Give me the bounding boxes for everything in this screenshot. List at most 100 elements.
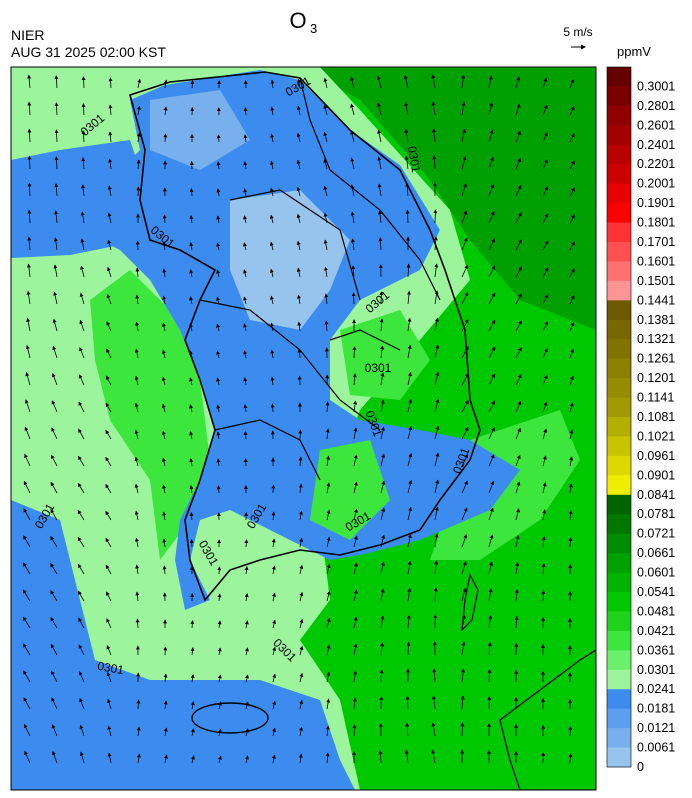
wind-arrow bbox=[380, 507, 386, 521]
colorbar-label: 0.0781 bbox=[637, 507, 675, 521]
wind-arrow bbox=[299, 537, 304, 548]
wind-arrow bbox=[189, 458, 194, 467]
wind-arrow bbox=[54, 210, 59, 224]
wind-arrow bbox=[23, 508, 31, 521]
wind-arrow bbox=[299, 645, 304, 656]
wind-arrow bbox=[189, 512, 194, 521]
colorbar-swatch bbox=[607, 125, 631, 146]
wind-arrow bbox=[461, 318, 469, 332]
wind-arrow bbox=[80, 211, 85, 224]
wind-arrow bbox=[22, 589, 31, 602]
wind-arrow bbox=[269, 268, 274, 278]
wind-arrow bbox=[461, 614, 466, 629]
wind-arrow bbox=[404, 749, 409, 764]
wind-arrow bbox=[406, 614, 411, 629]
wind-arrow bbox=[190, 79, 195, 89]
wind-arrow bbox=[350, 184, 355, 197]
wind-arrow bbox=[407, 587, 412, 602]
colorbar-unit: ppmV bbox=[617, 44, 651, 59]
wind-arrow bbox=[350, 103, 355, 116]
wind-arrow bbox=[407, 398, 413, 413]
colorbar-swatch bbox=[607, 514, 631, 535]
wind-arrow bbox=[407, 533, 412, 548]
wind-arrow bbox=[218, 755, 222, 764]
wind-arrow bbox=[135, 564, 140, 575]
wind-arrow bbox=[27, 155, 32, 170]
wind-arrow bbox=[53, 264, 58, 278]
wind-arrow bbox=[488, 75, 493, 89]
wind-arrow bbox=[488, 480, 495, 494]
wind-arrow bbox=[569, 214, 575, 224]
wind-arrow bbox=[217, 674, 222, 683]
wind-arrow bbox=[77, 509, 85, 521]
wind-arrow bbox=[54, 183, 59, 197]
wind-arrow bbox=[107, 752, 112, 764]
wind-arrow bbox=[487, 641, 492, 656]
coastline bbox=[129, 71, 481, 602]
wind-arrow bbox=[434, 344, 440, 359]
wind-arrow bbox=[325, 725, 330, 737]
wind-arrow bbox=[134, 375, 139, 386]
colorbar-swatch bbox=[607, 592, 631, 612]
colorbar-label: 0.0661 bbox=[637, 546, 675, 560]
wind-arrow bbox=[244, 566, 249, 575]
wind-arrow bbox=[27, 101, 32, 116]
wind-arrow bbox=[353, 481, 358, 494]
wind-arrow bbox=[24, 426, 31, 440]
wind-arrow bbox=[81, 157, 86, 170]
map-frame bbox=[10, 66, 597, 791]
wind-arrow bbox=[78, 590, 85, 602]
wind-arrow bbox=[378, 750, 383, 764]
wind-arrow bbox=[190, 728, 195, 737]
wind-arrow bbox=[407, 506, 413, 521]
wind-arrow bbox=[243, 296, 247, 305]
wind-arrow bbox=[299, 591, 304, 602]
wind-arrow bbox=[106, 671, 112, 683]
wind-arrow bbox=[407, 479, 413, 494]
colorbar-swatch bbox=[607, 650, 631, 671]
wind-arrow bbox=[297, 321, 302, 332]
blue-area bbox=[60, 70, 520, 610]
wind-arrow bbox=[569, 348, 575, 359]
wind-arrow bbox=[271, 538, 276, 548]
colorbar-label: 0.2401 bbox=[637, 138, 675, 152]
colorbar-swatch bbox=[607, 533, 631, 554]
wind-arrow bbox=[270, 133, 275, 143]
colorbar-label: 0.0601 bbox=[637, 566, 675, 580]
wind-arrow bbox=[137, 78, 142, 89]
wind-arrow bbox=[243, 188, 248, 197]
wind-arrow bbox=[162, 457, 166, 467]
wind-arrow bbox=[26, 290, 31, 305]
wind-arrow bbox=[162, 268, 167, 278]
wind-arrow bbox=[81, 130, 86, 143]
wind-arrow bbox=[78, 401, 85, 413]
wind-arrow bbox=[53, 237, 58, 251]
colorbar-label: 0.0961 bbox=[637, 449, 675, 463]
colorbar-swatch bbox=[607, 339, 631, 360]
wind-arrow bbox=[163, 79, 168, 89]
wind-arrow bbox=[404, 155, 409, 170]
wind-arrow bbox=[461, 480, 468, 494]
wind-arrow bbox=[23, 670, 31, 683]
wind-arrow bbox=[106, 348, 112, 359]
colorbar-swatch bbox=[607, 572, 631, 593]
wind-arrow bbox=[461, 426, 469, 440]
colorbar-swatch bbox=[607, 203, 631, 224]
wind-arrow bbox=[244, 593, 249, 602]
wind-arrow bbox=[217, 647, 222, 656]
wind-arrow bbox=[216, 134, 221, 143]
wind-arrow bbox=[105, 483, 112, 494]
tsushima-island bbox=[461, 573, 479, 632]
wind-arrow bbox=[161, 376, 166, 386]
wind-arrow bbox=[352, 697, 357, 710]
wind-arrow bbox=[23, 697, 31, 710]
wind-arrow bbox=[189, 485, 194, 494]
wind-arrow bbox=[515, 239, 522, 251]
wind-arrow bbox=[162, 511, 167, 521]
colorbar-swatch bbox=[607, 319, 631, 340]
wind-arrow bbox=[515, 400, 522, 413]
wind-arrow bbox=[461, 74, 466, 89]
wind-arrow bbox=[162, 484, 167, 494]
wind-arrow bbox=[350, 211, 355, 224]
wind-arrow bbox=[297, 78, 301, 89]
